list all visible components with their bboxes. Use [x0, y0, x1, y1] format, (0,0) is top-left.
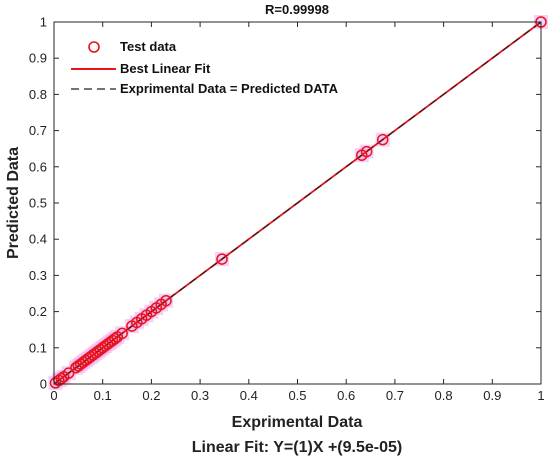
legend: Test data Best Linear Fit Exprimental Da…: [71, 39, 339, 96]
data-point-32: [216, 253, 228, 265]
x-tick-label: 0.3: [191, 388, 209, 403]
x-tick-label: 0: [50, 388, 57, 403]
x-tick-label: 1: [537, 388, 544, 403]
data-point-31: [160, 294, 172, 307]
x-tick-label: 0.6: [337, 388, 355, 403]
chart-subtitle: Linear Fit: Y=(1)X +(9.5e-05): [192, 439, 402, 456]
data-point-23: [116, 327, 128, 340]
x-axis-title: Exprimental Data: [232, 414, 363, 431]
y-tick-label: 1: [40, 15, 47, 30]
y-tick-label: 0.4: [29, 232, 47, 247]
x-tick-label: 0.5: [288, 388, 306, 403]
x-tick-label: 0.9: [483, 388, 501, 403]
y-tick-label: 0.9: [29, 51, 47, 66]
legend-marker-test-data: [88, 41, 100, 53]
x-tick-label: 0.4: [240, 388, 258, 403]
y-tick-label: 0.3: [29, 268, 47, 283]
y-tick-label: 0.7: [29, 123, 47, 138]
data-point-35: [376, 133, 389, 146]
line-layer: [53, 21, 542, 385]
plot-area: 0 0.1 0.2 0.3 0.4 0.5 0.6 0.7 0.8 0.9 1 0 0.1 0.2 0.3…: [29, 15, 548, 403]
y-tick-label: 0.1: [29, 340, 47, 355]
y-tick-label: 0.5: [29, 196, 47, 211]
y-tick-label: 0.6: [29, 159, 47, 174]
data-point-4: [62, 367, 75, 379]
legend-label-best-fit: Best Linear Fit: [120, 61, 211, 76]
x-tick-label: 0.8: [435, 388, 453, 403]
y-axis-title: Predicted Data: [5, 147, 22, 259]
chart-title: R=0.99998: [265, 2, 329, 17]
legend-label-test-data: Test data: [120, 39, 177, 54]
legend-label-identity: Exprimental Data = Predicted DATA: [120, 81, 339, 96]
x-tick-label: 0.1: [94, 388, 112, 403]
x-tick-label: 0.7: [386, 388, 404, 403]
y-tick-label: 0.8: [29, 87, 47, 102]
x-tick-label: 0.2: [142, 388, 160, 403]
x-axis-ticks: 0 0.1 0.2 0.3 0.4 0.5 0.6 0.7 0.8 0.9 1: [50, 22, 545, 403]
data-point-34: [360, 145, 373, 158]
y-tick-label: 0: [40, 377, 47, 392]
y-axis-ticks: 0 0.1 0.2 0.3 0.4 0.5 0.6 0.7 0.8 0.9 1: [29, 15, 541, 392]
data-point-21: [109, 333, 121, 345]
marker-layer: [49, 16, 547, 389]
identity-dashed-line: [53, 21, 542, 385]
y-tick-label: 0.2: [29, 304, 47, 319]
